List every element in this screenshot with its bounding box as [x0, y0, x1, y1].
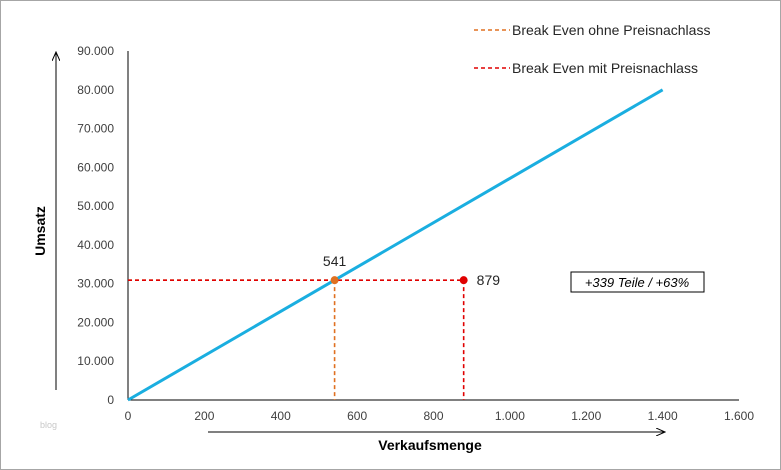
y-tick-label: 60.000 [77, 160, 114, 174]
revenue-line [127, 88, 664, 402]
x-tick-label: 1.600 [724, 409, 754, 423]
break-even-point-label: 879 [477, 272, 501, 288]
legend-label: Break Even mit Preisnachlass [512, 60, 698, 76]
x-axis-title: Verkaufsmenge [378, 437, 482, 453]
x-tick-label: 0 [125, 409, 132, 423]
y-tick-label: 30.000 [77, 277, 114, 291]
x-tick-label: 600 [347, 409, 367, 423]
y-tick-label: 0 [107, 393, 114, 407]
legend-label: Break Even ohne Preisnachlass [512, 22, 710, 38]
x-tick-label: 200 [194, 409, 214, 423]
y-tick-label: 50.000 [77, 199, 114, 213]
x-tick-label: 1.200 [571, 409, 601, 423]
break-even-point [330, 276, 339, 285]
axes [127, 51, 739, 401]
break-even-point-label: 541 [323, 253, 347, 269]
annotation-box [570, 271, 705, 293]
plot-area: 541 879 [127, 88, 664, 402]
x-tick-label: 400 [271, 409, 291, 423]
difference-annotation: +339 Teile / +63% [570, 271, 705, 293]
x-tick-label: 1.000 [495, 409, 525, 423]
y-tick-label: 40.000 [77, 238, 114, 252]
watermark: blog [40, 420, 57, 430]
x-tick-labels: 0 200 400 600 800 1.000 1.200 1.400 1.600 [125, 409, 755, 423]
legend: Break Even ohne Preisnachlass Break Even … [474, 22, 710, 76]
y-tick-label: 80.000 [77, 83, 114, 97]
x-tick-label: 800 [423, 409, 443, 423]
annotation-text: +339 Teile / +63% [585, 275, 689, 290]
break-even-point [459, 276, 468, 285]
y-tick-label: 20.000 [77, 315, 114, 329]
y-tick-label: 10.000 [77, 354, 114, 368]
y-tick-labels: 0 10.000 20.000 30.000 40.000 50.000 60.000 70.… [77, 44, 114, 407]
x-tick-label: 1.400 [648, 409, 678, 423]
y-tick-label: 70.000 [77, 122, 114, 136]
y-axis-title: Umsatz [32, 206, 48, 256]
y-tick-label: 90.000 [77, 44, 114, 58]
